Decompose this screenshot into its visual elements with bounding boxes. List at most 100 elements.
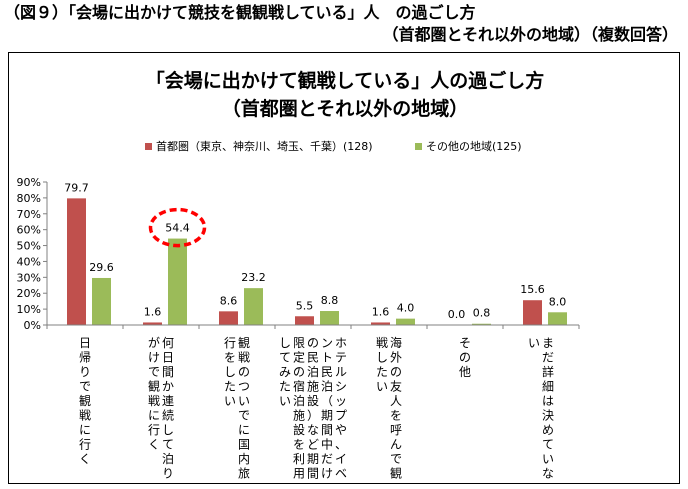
category-char: い: [376, 380, 388, 394]
category-label-3: ホテルシップや、イベント民泊（期間中だけの民泊施設）など期間限定の宿泊施設を利用…: [279, 336, 347, 481]
category-char: を: [293, 438, 305, 452]
category-char: み: [279, 365, 291, 379]
y-tick-label-7: 70%: [17, 208, 41, 221]
category-char: 間: [321, 423, 333, 437]
category-char: 外: [390, 351, 402, 365]
category-label-1-col-1: がけで観戦に行く: [148, 335, 160, 452]
bar-s0-c4: [371, 322, 390, 325]
category-char: い: [542, 452, 554, 466]
category-label-1-col-0: 何日間か連続して泊り: [162, 336, 174, 481]
value-label-s1-c5: 0.8: [473, 307, 491, 320]
category-char: ホ: [335, 336, 347, 350]
category-char: 海: [390, 335, 402, 350]
category-char: 泊: [307, 365, 319, 379]
category-char: し: [376, 351, 388, 365]
figure-heading-line2: （首都圏とそれ以外の地域）（複数回答）: [382, 25, 678, 44]
category-char: 戦: [238, 351, 250, 365]
category-label-6-col-0: まだ詳細は決めていな: [542, 336, 554, 481]
category-char: だ: [542, 351, 554, 365]
category-char: し: [224, 365, 236, 379]
category-char: に: [238, 423, 250, 437]
category-char: 期: [307, 452, 319, 466]
category-char: 観: [79, 394, 91, 408]
highlight-layer: [148, 207, 207, 248]
category-char: を: [390, 409, 402, 423]
category-char: そ: [459, 336, 471, 350]
category-label-6-col-1: い: [528, 336, 540, 350]
category-char: の: [293, 365, 305, 379]
category-char: 民: [321, 365, 333, 379]
category-char: 行: [224, 336, 236, 350]
y-tick-label-9: 90%: [17, 176, 41, 189]
category-char: 行: [79, 438, 91, 452]
x-axis: 日帰りで観戦に行く何日間か連続して泊りがけで観戦に行く観戦のついでに国内旅行をし…: [46, 324, 580, 481]
category-char: は: [542, 394, 554, 408]
value-label-s0-c5: 0.0: [448, 308, 466, 321]
value-label-s0-c0: 79.7: [64, 181, 89, 194]
bar-s0-c3: [295, 316, 314, 325]
highlight-ellipse: [148, 207, 207, 248]
category-char: 設: [293, 422, 305, 437]
category-char: 民: [307, 351, 319, 365]
category-char: 呼: [390, 423, 402, 437]
category-char: の: [390, 365, 402, 379]
category-char: 泊: [293, 394, 305, 408]
y-tick-label-8: 80%: [17, 192, 41, 205]
legend-label-0: 首都圏（東京、神奈川、埼玉、千葉）(128): [156, 139, 373, 153]
bar-s1-c6: [548, 312, 567, 325]
category-char: が: [148, 335, 160, 350]
category-char: 限: [293, 336, 305, 350]
value-label-s1-c3: 8.8: [321, 294, 339, 307]
legend-swatch-0: [145, 143, 152, 150]
category-label-5-col-0: その他: [459, 336, 471, 379]
bar-chart: 「会場に出かけて観戦している」人の過ごし方 （首都圏とそれ以外の地域） 首都圏（…: [17, 69, 580, 481]
category-label-3-col-1: ント民泊（期間中だけ: [321, 336, 333, 481]
category-char: て: [279, 351, 291, 365]
category-char: や: [335, 423, 347, 437]
category-label-4-col-1: 戦したい: [376, 336, 388, 394]
category-char: め: [542, 423, 554, 437]
bar-s0-c0: [67, 198, 86, 325]
category-char: イ: [335, 452, 347, 466]
y-tick-label-2: 20%: [17, 287, 41, 300]
category-char: 宿: [293, 379, 305, 394]
value-label-s1-c1: 54.4: [165, 222, 190, 235]
category-char: て: [162, 438, 174, 452]
category-char: て: [542, 438, 554, 452]
chart-frame: 「会場に出かけて観戦している」人の過ごし方 （首都圏とそれ以外の地域） 首都圏（…: [8, 52, 680, 484]
category-char: ト: [321, 351, 333, 365]
y-tick-label-0: 0%: [24, 319, 41, 332]
category-char: だ: [321, 452, 333, 466]
category-char: を: [224, 351, 236, 365]
category-char: 日: [79, 336, 91, 350]
category-label-0: 日帰りで観戦に行く: [79, 336, 91, 466]
chart-title: 「会場に出かけて観戦している」人の過ごし方: [146, 69, 544, 92]
category-char: ッ: [335, 394, 347, 408]
category-char: り: [162, 467, 174, 481]
category-char: 日: [162, 351, 174, 365]
category-char: 戦: [79, 409, 91, 423]
category-char: ル: [335, 365, 347, 379]
category-char: 決: [542, 409, 554, 423]
category-char: に: [79, 423, 91, 437]
category-char: ベ: [335, 467, 347, 481]
category-char: 、: [335, 438, 347, 452]
category-char: 戦: [376, 336, 388, 350]
category-char: し: [279, 336, 291, 350]
category-char: 施: [307, 380, 319, 394]
category-char: 観: [390, 467, 402, 481]
category-char: 旅: [238, 467, 250, 481]
category-char: 友: [390, 380, 402, 394]
category-char: な: [307, 423, 319, 437]
category-char: ん: [390, 438, 402, 452]
category-char: い: [238, 394, 250, 408]
bar-s1-c0: [92, 277, 111, 325]
category-char: く: [148, 438, 160, 452]
category-char: で: [238, 409, 250, 423]
category-char: け: [148, 351, 160, 365]
category-char: 施: [293, 409, 305, 423]
category-char: り: [79, 365, 91, 379]
